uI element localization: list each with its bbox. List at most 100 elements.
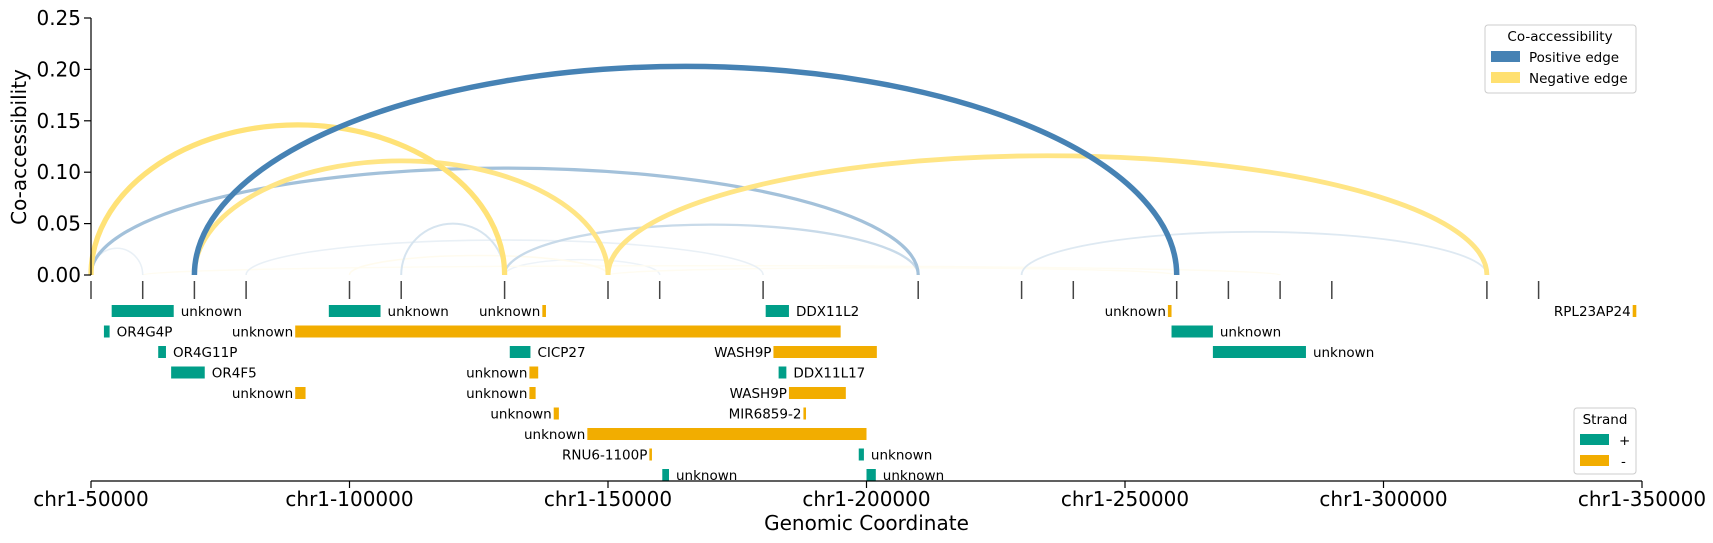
x-tick-label: chr1-350000 (1578, 487, 1706, 511)
gene-track: unknown unknown unknown DDX11L2 unknown RPL23… (103, 304, 1637, 484)
gene-bar (773, 346, 877, 358)
legend-label-positive: Positive edge (1529, 50, 1619, 66)
gene-label: MIR6859-2 (729, 407, 802, 423)
gene-label: unknown (883, 468, 944, 484)
gene-label: CICP27 (537, 345, 585, 361)
y-tick-label: 0.25 (36, 6, 81, 30)
y-tick-label: 0.10 (36, 160, 81, 184)
gene-label: unknown (1105, 304, 1166, 320)
y-tick-label: 0.20 (36, 57, 81, 81)
legend-title: Strand (1583, 412, 1628, 428)
gene-label: unknown (871, 448, 932, 464)
x-ticks: chr1-50000 chr1-100000 chr1-150000 chr1-200… (33, 481, 1706, 511)
legend-label-minus: - (1621, 454, 1626, 470)
gene-label: OR4G4P (117, 325, 173, 341)
y-tick-label: 0.15 (36, 109, 81, 133)
x-axis-title: Genomic Coordinate (764, 511, 969, 535)
y-axis: 0.00 0.05 0.10 0.15 0.20 0.25 (36, 6, 92, 287)
gene-label: unknown (232, 325, 293, 341)
gene-label: unknown (466, 366, 527, 382)
gene-bar (1167, 305, 1172, 317)
gene-label: unknown (1313, 345, 1374, 361)
gene-bar (649, 448, 652, 461)
gene-bar (765, 305, 789, 317)
gene-label: unknown (1220, 325, 1281, 341)
gene-bar (529, 366, 539, 379)
gene-label: RPL23AP24 (1554, 304, 1631, 320)
x-axis: chr1-50000 chr1-100000 chr1-150000 chr1-200… (33, 480, 1706, 511)
gene-bar (788, 387, 846, 399)
y-axis-title: Co-accessibility (7, 69, 31, 225)
x-tick-label: chr1-300000 (1319, 487, 1447, 511)
legend-swatch-plus (1580, 434, 1609, 445)
gene-bar (103, 325, 110, 338)
negative-link-arc (348, 254, 609, 276)
gene-label: OR4G11P (173, 345, 237, 361)
negative-link-arc (605, 153, 1490, 276)
gene-bar (509, 346, 531, 358)
legend-label-negative: Negative edge (1529, 71, 1628, 87)
gene-bar (553, 407, 559, 420)
negative-link-arc (141, 265, 1281, 276)
gene-label: unknown (676, 468, 737, 484)
negative-link-arc (88, 122, 508, 276)
gene-bar (866, 469, 876, 481)
legend-title: Co-accessibility (1507, 29, 1612, 45)
peak-markers (90, 281, 1540, 299)
gene-bar (778, 366, 787, 379)
gene-label: unknown (181, 304, 242, 320)
legend-swatch-positive (1491, 51, 1520, 62)
legend-label-plus: + (1619, 433, 1630, 449)
gene-bar (111, 305, 174, 317)
x-tick-label: chr1-200000 (802, 487, 930, 511)
legend-swatch-minus (1580, 455, 1609, 466)
y-ticks: 0.00 0.05 0.10 0.15 0.20 0.25 (36, 6, 91, 287)
positive-link-arc (400, 222, 506, 276)
gene-label: unknown (479, 304, 540, 320)
gene-label: OR4F5 (212, 366, 257, 382)
strand-legend: Strand + - (1573, 407, 1637, 475)
gene-bar (542, 305, 546, 317)
arcs-layer (88, 63, 1490, 276)
gene-label: unknown (388, 304, 449, 320)
positive-link-arc (503, 223, 920, 276)
y-tick-label: 0.05 (36, 212, 81, 236)
positive-link-arc (191, 63, 1180, 276)
gene-label: WASH9P (714, 345, 771, 361)
gene-bar (1632, 305, 1637, 317)
positive-link-arc (1020, 230, 1488, 276)
negative-link-arc (607, 267, 1178, 276)
gene-label: unknown (524, 427, 585, 443)
gene-label: DDX11L17 (793, 366, 865, 382)
gene-label: unknown (490, 407, 551, 423)
gene-label: DDX11L2 (796, 304, 859, 320)
gene-label: WASH9P (730, 386, 787, 402)
gene-label: unknown (232, 386, 293, 402)
x-tick-label: chr1-250000 (1061, 487, 1189, 511)
gene-label: RNU6-1100P (562, 448, 647, 464)
gene-bar (858, 448, 864, 461)
legend-frame (1484, 24, 1637, 94)
negative-link-arc (191, 158, 611, 276)
gene-bar (1212, 346, 1306, 358)
gene-bar (295, 325, 841, 338)
gene-bar (295, 387, 306, 399)
gene-bar (587, 428, 867, 440)
gene-bar (328, 305, 381, 317)
gene-bar (1171, 325, 1213, 338)
gene-label: unknown (466, 386, 527, 402)
gene-bar (158, 346, 166, 358)
positive-link-arc (89, 166, 920, 276)
x-tick-label: chr1-50000 (33, 487, 148, 511)
positive-link-arc (503, 258, 661, 276)
x-tick-label: chr1-150000 (544, 487, 672, 511)
positive-link-arc (245, 239, 764, 276)
y-tick-label: 0.00 (36, 263, 81, 287)
x-tick-label: chr1-100000 (285, 487, 413, 511)
gene-bar (171, 366, 205, 379)
legend-swatch-negative (1491, 72, 1520, 83)
gene-bar (662, 469, 670, 481)
gene-bar (529, 387, 536, 399)
coaccessibility-legend: Co-accessibility Positive edge Negative … (1484, 24, 1637, 94)
